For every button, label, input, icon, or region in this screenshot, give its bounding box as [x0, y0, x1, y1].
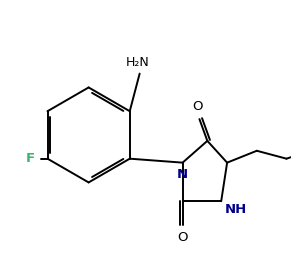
Text: F: F [25, 152, 35, 165]
Text: H₂N: H₂N [126, 56, 149, 69]
Text: O: O [192, 100, 203, 113]
Text: O: O [177, 231, 188, 244]
Text: N: N [177, 168, 188, 181]
Text: NH: NH [225, 203, 247, 216]
